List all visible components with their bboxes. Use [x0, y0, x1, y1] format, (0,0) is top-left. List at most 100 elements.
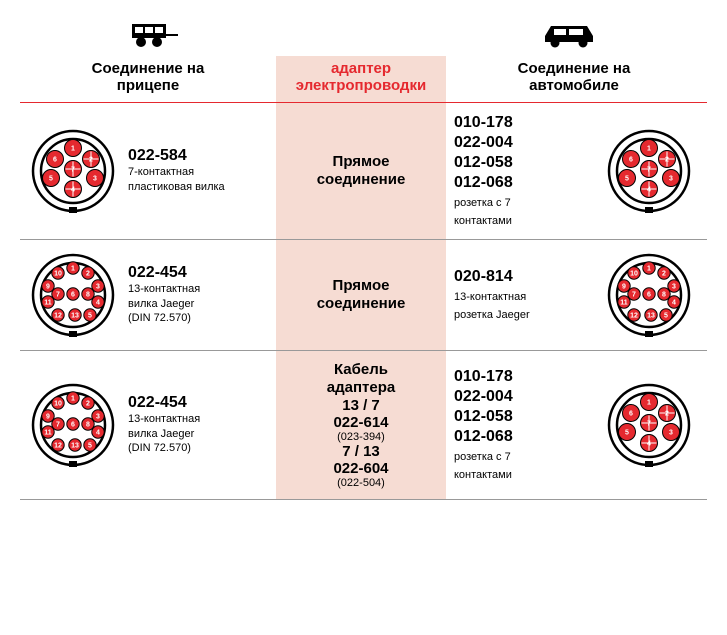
adapter-line: Кабель [334, 361, 388, 379]
svg-text:1: 1 [71, 396, 75, 403]
svg-text:2: 2 [86, 401, 90, 408]
adapter-line: соединение [317, 171, 406, 189]
cell-adapter: Прямоесоединение [276, 240, 446, 350]
car-code: 010-178 [454, 113, 513, 133]
adapter-line: 13 / 7 [342, 397, 380, 414]
cell-car: 010-178022-004012-058012-068 розетка с 7к… [446, 351, 702, 499]
svg-text:1: 1 [647, 400, 651, 407]
connector-7pin-icon: 1234567 [28, 126, 118, 216]
svg-text:4: 4 [71, 187, 75, 194]
cell-car: 020-814 13-контактнаярозетка Jaeger 12 3 45… [446, 240, 702, 350]
car-code: 012-058 [454, 153, 513, 173]
svg-text:2: 2 [665, 157, 669, 164]
svg-text:4: 4 [672, 300, 676, 307]
car-code: 012-068 [454, 427, 513, 447]
svg-text:6: 6 [71, 292, 75, 299]
cell-adapter: Кабельадаптера13 / 7022-614(023-394)7 / … [276, 351, 446, 499]
trailer-code: 022-454 [128, 264, 200, 282]
svg-text:6: 6 [629, 411, 633, 418]
svg-text:13: 13 [71, 443, 79, 450]
svg-text:5: 5 [664, 313, 668, 320]
car-code: 012-068 [454, 173, 513, 193]
cell-trailer: 12345678910111213 022-454 13-контактнаяв… [20, 351, 276, 499]
svg-text:13: 13 [71, 313, 79, 320]
svg-text:3: 3 [93, 176, 97, 183]
car-code: 020-814 [454, 267, 530, 287]
svg-text:11: 11 [620, 300, 628, 307]
car-code: 022-004 [454, 133, 513, 153]
table-body: 1234567 022-584 7-контактнаяпластиковая … [20, 102, 707, 500]
svg-text:7: 7 [632, 292, 636, 299]
adapter-line: (022-504) [337, 477, 385, 489]
svg-text:12: 12 [54, 313, 62, 320]
svg-text:5: 5 [49, 176, 53, 183]
svg-text:9: 9 [46, 284, 50, 291]
svg-text:7: 7 [647, 167, 651, 174]
svg-text:10: 10 [54, 271, 62, 278]
svg-text:12: 12 [630, 313, 638, 320]
header-left: Соединение наприцепе [20, 56, 276, 102]
svg-text:10: 10 [54, 401, 62, 408]
adapter-line: Прямое [333, 277, 390, 295]
adapter-line: 022-614 [333, 414, 388, 431]
svg-text:9: 9 [622, 284, 626, 291]
cell-adapter: Прямоесоединение [276, 103, 446, 239]
svg-text:5: 5 [625, 430, 629, 437]
svg-text:11: 11 [44, 430, 52, 437]
car-desc: 13-контактнаярозетка Jaeger [454, 291, 530, 321]
connector-7pin-icon: 1234567 [604, 380, 694, 470]
header-right: Соединение наавтомобиле [446, 56, 702, 102]
svg-text:5: 5 [88, 443, 92, 450]
trailer-desc: 7-контактнаяпластиковая вилка [128, 165, 225, 195]
connector-7pin-icon: 1234567 [604, 126, 694, 216]
car-code: 010-178 [454, 367, 513, 387]
trailer-icon [130, 20, 180, 48]
connector-13pin-icon: 12345678910111213 [28, 250, 118, 340]
svg-text:9: 9 [46, 414, 50, 421]
svg-text:6: 6 [71, 422, 75, 429]
adapter-line: 022-604 [333, 460, 388, 477]
table-row: 12345678910111213 022-454 13-контактнаяв… [20, 351, 707, 500]
svg-text:7: 7 [71, 167, 75, 174]
svg-text:4: 4 [96, 300, 100, 307]
svg-text:3: 3 [96, 284, 100, 291]
svg-text:1: 1 [647, 266, 651, 273]
svg-text:2: 2 [86, 271, 90, 278]
car-code: 022-004 [454, 387, 513, 407]
car-desc: розетка с 7контактами [454, 197, 512, 227]
car-code: 012-058 [454, 407, 513, 427]
svg-text:1: 1 [647, 146, 651, 153]
svg-text:1: 1 [71, 266, 75, 273]
adapter-line: адаптера [327, 379, 395, 397]
svg-text:6: 6 [647, 292, 651, 299]
trailer-desc: 13-контактнаявилка Jaeger(DIN 72.570) [128, 282, 200, 327]
adapter-line: соединение [317, 295, 406, 313]
table-row: 1 2 3 4 5 6 7 022-584 7-контактнаяпластиковая … [20, 103, 707, 240]
car-desc: розетка с 7контактами [454, 451, 512, 481]
svg-text:10: 10 [630, 271, 638, 278]
svg-text:3: 3 [669, 176, 673, 183]
trailer-desc: 13-контактнаявилка Jaeger(DIN 72.570) [128, 412, 200, 457]
svg-text:6: 6 [629, 157, 633, 164]
svg-text:4: 4 [96, 430, 100, 437]
svg-text:8: 8 [86, 292, 90, 299]
adapter-line: 7 / 13 [342, 443, 380, 460]
header-mid: адаптерэлектропроводки [276, 56, 446, 102]
column-headers: Соединение наприцепе адаптерэлектропрово… [20, 56, 707, 102]
connector-13pin-icon: 12345678910111213 [604, 250, 694, 340]
trailer-code: 022-584 [128, 147, 225, 165]
svg-text:11: 11 [44, 300, 52, 307]
svg-text:7: 7 [647, 421, 651, 428]
svg-text:3: 3 [96, 414, 100, 421]
svg-text:7: 7 [56, 422, 60, 429]
svg-text:13: 13 [647, 313, 655, 320]
adapter-line: Прямое [333, 153, 390, 171]
svg-text:3: 3 [672, 284, 676, 291]
svg-text:4: 4 [647, 187, 651, 194]
svg-text:7: 7 [56, 292, 60, 299]
connector-13pin-icon: 12345678910111213 [28, 380, 118, 470]
cell-trailer: 12345678910111213 022-454 13-контактнаяв… [20, 240, 276, 350]
header-icons [20, 20, 707, 48]
svg-text:3: 3 [669, 430, 673, 437]
cell-car: 010-178022-004012-058012-068 розетка с 7к… [446, 103, 702, 239]
